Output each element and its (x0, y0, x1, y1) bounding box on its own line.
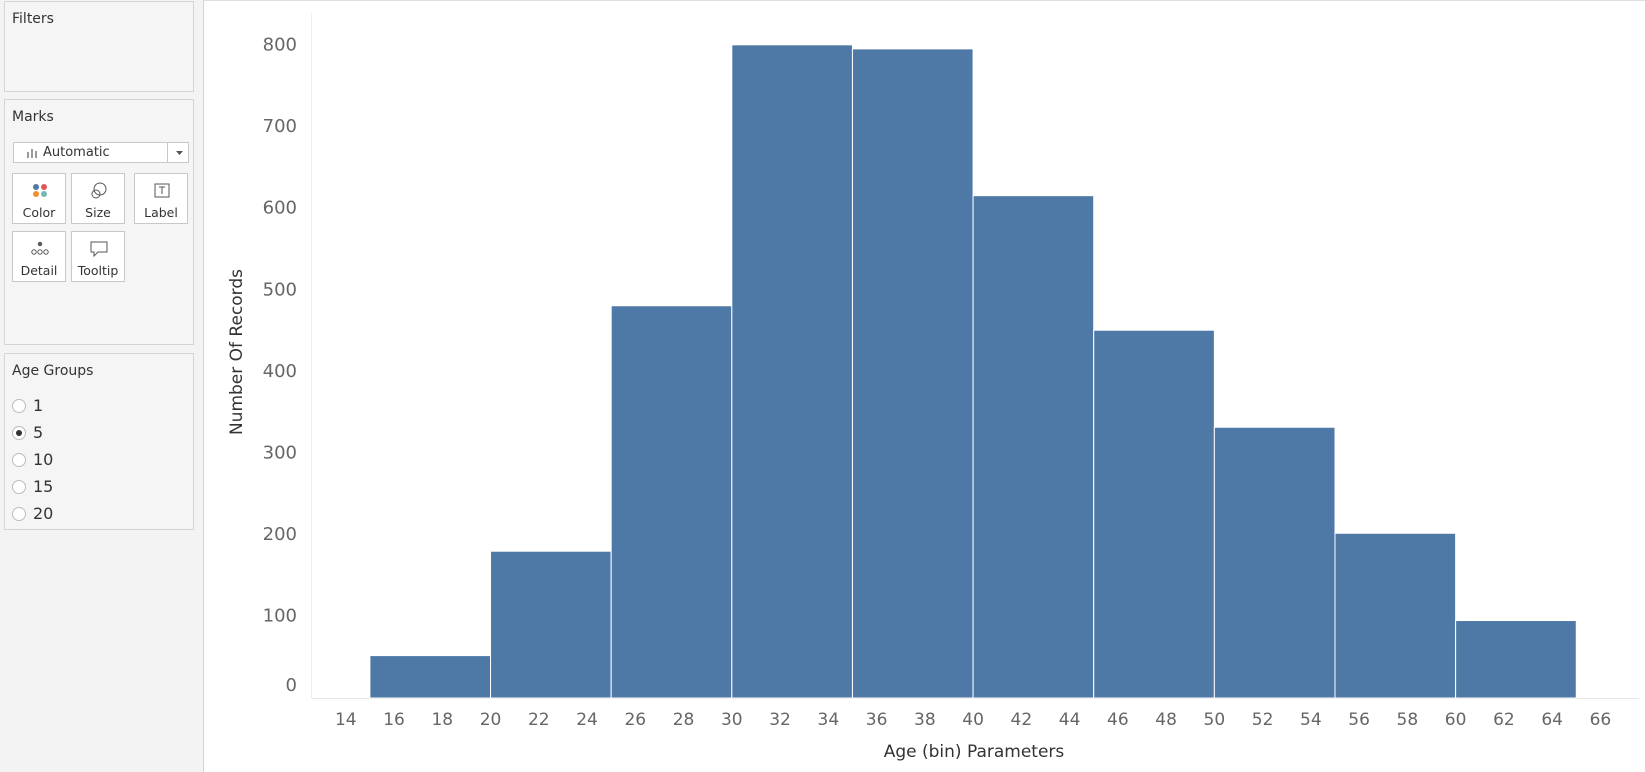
x-tick-label: 64 (1541, 710, 1563, 730)
filters-panel: Filters (4, 1, 194, 92)
panel-title: Age Groups (12, 363, 94, 379)
parameter-panel: Age Groups 1 5 10 15 20 (4, 353, 194, 530)
x-axis-title: Age (bin) Parameters (884, 742, 1065, 762)
x-tick-label: 32 (769, 710, 791, 730)
bar (369, 655, 492, 699)
radio-button (12, 453, 26, 467)
y-tick-label: 0 (286, 675, 297, 696)
radio-label: 10 (33, 450, 54, 469)
chart: Age (bin) Parameters Number Of Records 0… (204, 0, 1645, 762)
mark-card[interactable]: Size (71, 173, 125, 224)
mark-card[interactable]: Label (134, 173, 188, 224)
y-tick-label: 700 (263, 116, 297, 137)
y-tick-label: 200 (263, 524, 297, 545)
card-icon (154, 183, 170, 198)
x-tick-label: 52 (1252, 710, 1274, 730)
radio-label: 5 (33, 423, 44, 442)
x-tick-label: 28 (673, 710, 695, 730)
card-icon (33, 184, 47, 197)
x-tick-label: 36 (866, 710, 888, 730)
x-tick-label: 60 (1445, 710, 1467, 730)
x-tick-label: 40 (962, 710, 984, 730)
x-tick-label: 26 (624, 710, 646, 730)
bar (610, 305, 733, 699)
bar (1093, 329, 1215, 699)
x-tick-label: 22 (528, 710, 550, 730)
card-icon (31, 241, 49, 255)
y-tick-label: 500 (263, 279, 297, 300)
y-axis-title: Number Of Records (227, 269, 247, 435)
x-tick-label: 48 (1155, 710, 1177, 730)
x-tick-label: 56 (1348, 710, 1370, 730)
x-tick-label: 42 (1011, 710, 1033, 730)
card-icon (90, 241, 108, 258)
bar-icon (27, 149, 37, 158)
y-tick-label: 800 (263, 35, 297, 56)
x-tick-label: 54 (1300, 710, 1322, 730)
radio-button (12, 507, 26, 521)
y-tick-label: 400 (263, 361, 297, 382)
card-label: Detail (20, 263, 58, 278)
bar (1213, 426, 1336, 699)
x-tick-label: 38 (914, 710, 936, 730)
card-label: Label (144, 205, 178, 220)
mark-card[interactable]: Tooltip (71, 231, 125, 282)
x-tick-label: 24 (576, 710, 598, 730)
y-tick-label: 600 (263, 198, 297, 219)
panel-title: Filters (12, 11, 54, 27)
divider (167, 143, 168, 162)
x-tick-label: 44 (1059, 710, 1081, 730)
bar (1334, 532, 1457, 699)
card-label: Color (22, 205, 56, 220)
bar (490, 550, 612, 699)
bar (972, 195, 1095, 699)
x-tick-label: 50 (1204, 710, 1226, 730)
x-tick-label: 62 (1493, 710, 1515, 730)
radio-button (12, 399, 26, 413)
mark-type: Automatic (43, 145, 110, 160)
radio-label: 15 (33, 477, 54, 496)
mark-card[interactable]: Detail (12, 231, 66, 282)
radio-label: 20 (33, 504, 54, 523)
sidebar: Filters Marks Automatic Color Size Label De… (0, 0, 204, 772)
x-tick-label: 14 (335, 710, 357, 730)
radio-button (12, 426, 26, 440)
x-tick-label: 46 (1107, 710, 1129, 730)
card-label: Tooltip (77, 263, 119, 278)
x-tick-label: 30 (721, 710, 743, 730)
radio-label: 1 (33, 396, 44, 415)
x-tick-label: 34 (818, 710, 840, 730)
dropdown-arrow (176, 151, 183, 155)
marks-panel: Marks Automatic Color Size Label Detail Tool… (4, 99, 194, 345)
bar (731, 44, 853, 699)
y-tick-label: 100 (263, 605, 297, 626)
x-tick-label: 58 (1397, 710, 1419, 730)
x-tick-label: 66 (1590, 710, 1612, 730)
y-tick-label: 300 (263, 442, 297, 463)
x-tick-label: 20 (480, 710, 502, 730)
radio-button (12, 480, 26, 494)
mark-type-dropdown[interactable]: Automatic (13, 142, 189, 163)
x-tick-label: 18 (431, 710, 453, 730)
bar (1455, 620, 1577, 699)
panel-title: Marks (12, 109, 54, 125)
mark-card[interactable]: Color (12, 173, 66, 224)
card-icon (91, 182, 107, 199)
x-tick-label: 16 (383, 710, 405, 730)
bar (851, 48, 974, 699)
card-label: Size (85, 205, 111, 220)
